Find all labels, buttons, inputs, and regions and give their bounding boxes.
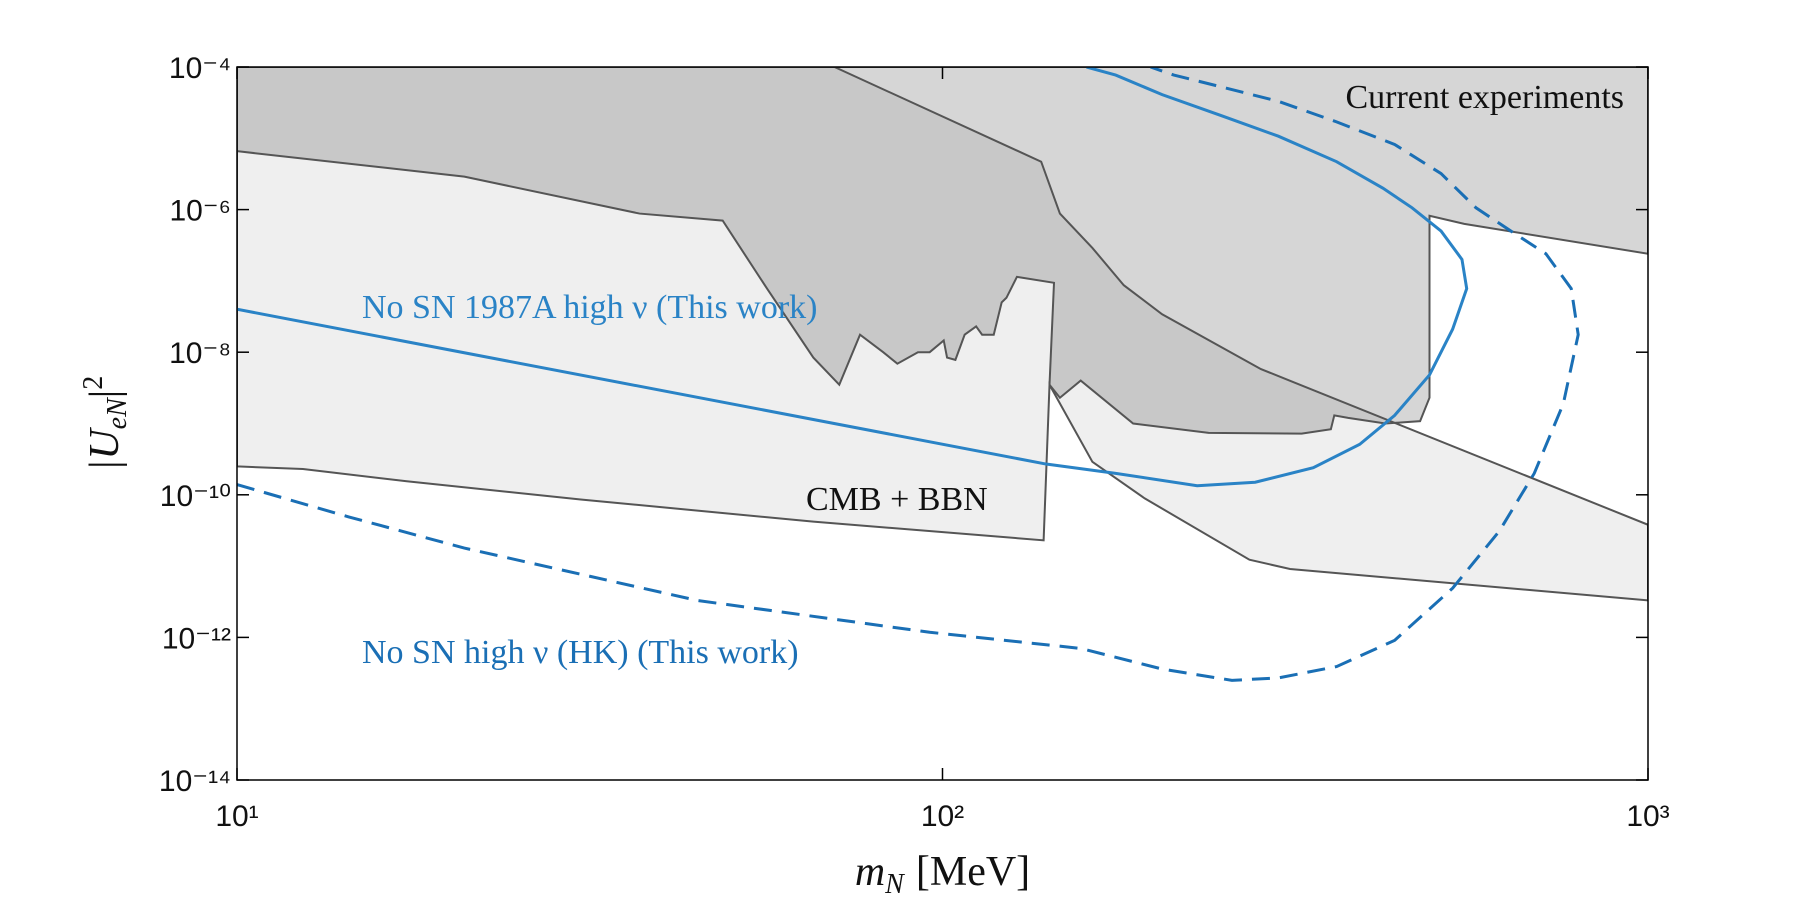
y-tick-label: 10⁻⁸ [169,337,231,370]
y-tick-label: 10⁻¹⁴ [159,765,231,798]
axes: 10¹ 10² 10³ 10⁻¹⁴ 10⁻¹² 10⁻¹⁰ 10⁻⁸ 10⁻⁶ 10⁻⁴ [159,52,1670,833]
labels: mN [MeV] |UeN|2 CMB + BBN Current experiment… [78,79,1624,900]
y-tick-label: 10⁻⁶ [169,195,231,228]
region-edge [237,67,1648,435]
region [237,67,1648,434]
series-label: No SN 1987A high ν (This work) [362,289,817,326]
x-label-subscript: N [884,869,905,900]
series-label: No SN high ν (HK) (This work) [362,634,799,671]
x-label-symbol: m [855,849,885,895]
regions [237,67,1648,602]
y-tick-label: 10⁻¹² [162,622,231,655]
region-label: CMB + BBN [806,481,988,518]
x-label-unit: [MeV] [916,849,1030,895]
line [237,67,1580,682]
region-edge [237,67,1648,602]
y-tick-label: 10⁻¹⁰ [160,480,231,513]
y-axis-label: |UeN|2 [78,376,133,471]
x-axis-label: mN [MeV] [855,849,1030,900]
x-tick-label: 10² [921,800,964,833]
line [237,67,1469,488]
y-label-superscript: 2 [78,376,109,390]
y-tick-label: 10⁻⁴ [169,52,231,85]
y-label-symbol: |U [82,427,128,472]
lines [237,67,1580,682]
y-label-subscript: eN [102,397,133,429]
y-label-suffix: | [82,390,128,398]
x-tick-label: 10¹ [215,800,258,833]
x-tick-label: 10³ [1626,800,1669,833]
region-label: Current experiments [1345,79,1624,116]
